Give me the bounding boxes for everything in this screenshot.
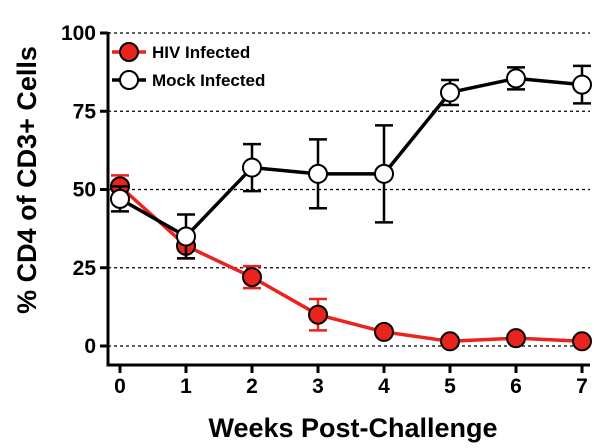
data-point-mock-infected-1 [176,226,196,247]
series-line-hiv-infected [118,185,583,344]
x-tick-label-1: 1 [180,375,192,398]
x-tick-label-4: 4 [378,375,390,398]
y-tick-label-0: 0 [84,335,96,358]
legend-label-mock-infected: Mock Infected [152,71,265,90]
data-point-mock-infected-0 [110,188,130,209]
axes [100,31,590,373]
data-point-mock-infected-4 [374,163,394,184]
y-tick-label-75: 75 [73,100,97,123]
x-axis-title: Weeks Post-Challenge [208,413,497,443]
y-tick-label-25: 25 [73,257,97,280]
data-point-hiv-infected-5 [440,331,460,352]
y-axis-title: % CD4 of CD3+ Cells [12,46,42,314]
x-tick-label-0: 0 [114,375,126,398]
legend-marker-mock-infected [119,70,139,90]
data-point-hiv-infected-3 [308,304,328,325]
data-point-mock-infected-5 [440,82,460,103]
series-layer [110,64,592,352]
x-tick-labels: 0 1 2 3 4 5 6 7 [114,375,588,398]
series-mock-infected [110,64,592,260]
legend-item-hiv-infected: HIV Infected [112,42,250,62]
y-tick-label-100: 100 [61,22,96,45]
legend-item-mock-infected: Mock Infected [112,70,265,90]
x-tick-label-3: 3 [312,375,324,398]
legend-marker-hiv-infected [119,42,139,62]
legend: HIV Infected Mock Infected [112,42,265,90]
series-line-mock-infected [119,76,583,239]
data-point-hiv-infected-4 [374,321,394,342]
data-point-hiv-infected-2 [242,267,262,288]
data-point-mock-infected-3 [308,163,328,184]
x-tick-label-5: 5 [444,375,456,398]
y-tick-labels: 0 25 50 75 100 [61,22,96,358]
data-point-hiv-infected-6 [506,328,526,349]
x-tick-label-7: 7 [576,375,588,398]
gridlines [108,32,590,347]
x-tick-label-6: 6 [510,375,522,398]
y-tick-label-50: 50 [73,179,96,202]
data-point-mock-infected-7 [572,74,592,95]
data-point-hiv-infected-7 [572,331,592,352]
series-hiv-infected [110,174,592,352]
x-tick-label-2: 2 [246,375,258,398]
data-point-mock-infected-6 [506,68,526,89]
data-point-mock-infected-2 [242,157,262,178]
legend-label-hiv-infected: HIV Infected [152,43,250,62]
